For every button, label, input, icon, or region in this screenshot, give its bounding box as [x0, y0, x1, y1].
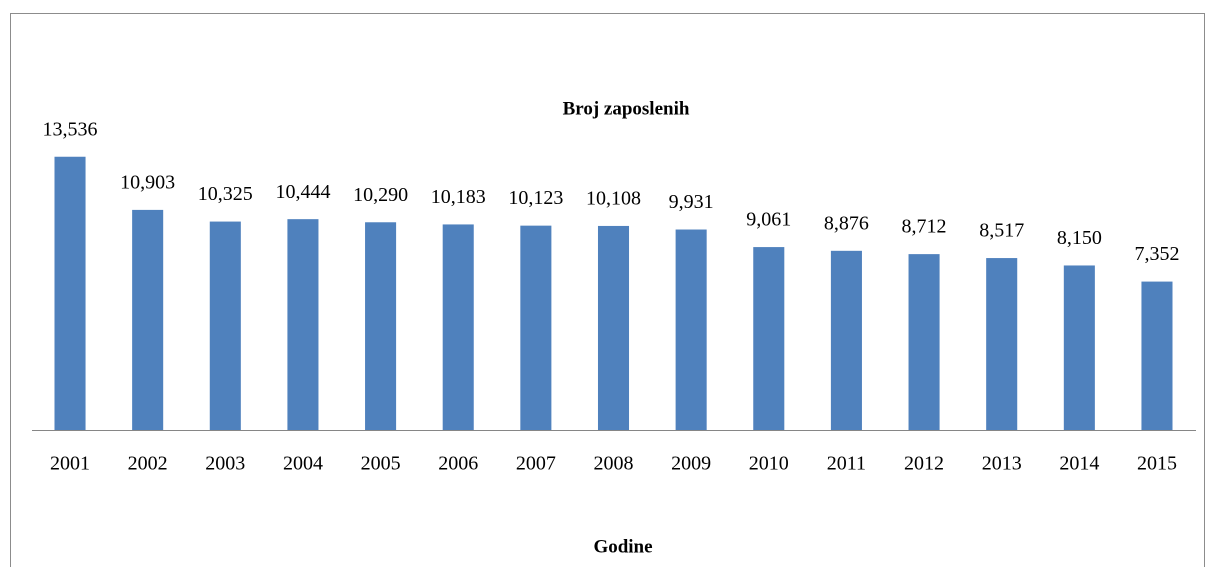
bar: [442, 224, 474, 430]
data-label: 9,931: [669, 191, 714, 213]
data-label: 9,061: [746, 209, 791, 231]
bar: [986, 258, 1018, 430]
x-tick-label: 2015: [1137, 453, 1177, 475]
bar: [908, 254, 940, 430]
data-label: 7,352: [1134, 243, 1179, 265]
bar: [132, 209, 164, 430]
data-label: 8,712: [902, 216, 947, 238]
x-tick-label: 2014: [1059, 453, 1099, 475]
data-label: 10,123: [508, 187, 563, 209]
x-tick-label: 2008: [594, 453, 634, 475]
chart-frame: [10, 13, 1205, 567]
bar: [1141, 281, 1173, 430]
data-label: 8,517: [979, 220, 1024, 242]
x-tick-label: 2003: [205, 453, 245, 475]
x-tick-label: 2001: [50, 453, 90, 475]
data-label: 10,325: [198, 183, 253, 205]
data-label: 8,150: [1057, 227, 1102, 249]
data-label: 8,876: [824, 212, 869, 234]
bar: [675, 229, 707, 430]
x-tick-label: 2006: [438, 453, 478, 475]
bar: [1063, 265, 1095, 430]
x-tick-label: 2013: [982, 453, 1022, 475]
x-tick-label: 2012: [904, 453, 944, 475]
x-tick-label: 2002: [128, 453, 168, 475]
x-tick-label: 2009: [671, 453, 711, 475]
bar: [287, 219, 319, 430]
data-label: 10,903: [120, 171, 175, 193]
x-tick-label: 2005: [361, 453, 401, 475]
x-tick-label: 2011: [827, 453, 866, 475]
bar: [209, 221, 241, 430]
chart-title: Broj zaposlenih: [563, 98, 690, 119]
bar: [830, 250, 862, 430]
bar: [520, 225, 552, 430]
x-tick-label: 2010: [749, 453, 789, 475]
x-axis-label: Godine: [593, 536, 652, 557]
bar: [597, 225, 630, 430]
data-label: 10,444: [275, 181, 330, 203]
data-label: 10,183: [431, 186, 486, 208]
data-label: 10,108: [586, 188, 641, 210]
data-label: 10,290: [353, 184, 408, 206]
bar: [54, 156, 86, 430]
x-tick-label: 2007: [516, 453, 556, 475]
x-tick-label: 2004: [283, 453, 323, 475]
data-label: 13,536: [43, 118, 98, 140]
bar: [365, 222, 397, 430]
bar: [753, 247, 785, 430]
